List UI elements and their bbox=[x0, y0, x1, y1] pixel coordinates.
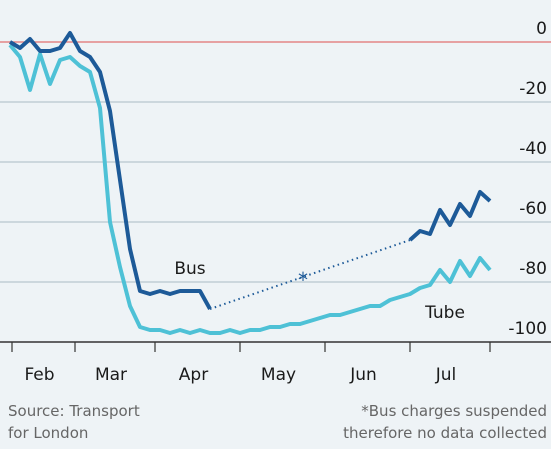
y-tick-label: -60 bbox=[519, 199, 547, 219]
x-tick-label: Mar bbox=[95, 365, 127, 385]
x-tick-label: May bbox=[261, 365, 296, 385]
gap-marker: * bbox=[298, 268, 308, 292]
source: Source: Transport bbox=[8, 402, 140, 420]
note: *Bus charges suspended bbox=[361, 402, 547, 420]
x-tick-label: Jun bbox=[349, 365, 377, 385]
series-label: Bus bbox=[174, 259, 205, 279]
y-tick-label: -100 bbox=[508, 319, 547, 339]
x-tick-label: Feb bbox=[24, 365, 54, 385]
y-tick-label: -20 bbox=[519, 79, 547, 99]
source: for London bbox=[8, 424, 88, 442]
y-tick-label: -40 bbox=[519, 139, 547, 159]
y-tick-label: 0 bbox=[536, 19, 547, 39]
note: therefore no data collected bbox=[343, 424, 547, 442]
gap-connector bbox=[209, 239, 411, 310]
y-tick-label: -80 bbox=[519, 259, 547, 279]
x-tick-label: Jul bbox=[435, 365, 457, 385]
series-label: Tube bbox=[424, 303, 465, 323]
series-line bbox=[8, 43, 492, 335]
x-tick-label: Apr bbox=[179, 365, 208, 385]
series-line bbox=[8, 31, 492, 310]
